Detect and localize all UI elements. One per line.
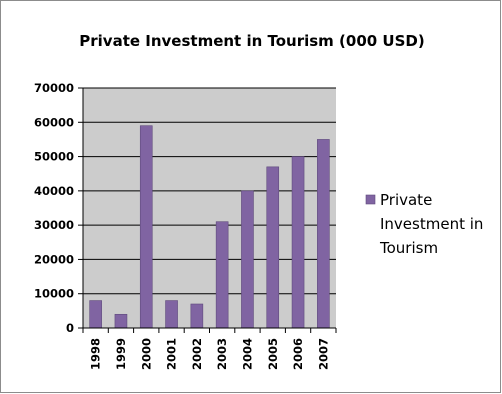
bar-2006 bbox=[291, 156, 305, 329]
x-tick-label-2002: 2002 bbox=[190, 338, 204, 370]
x-tick-label-1999: 1999 bbox=[114, 338, 128, 370]
x-tick-label-1998: 1998 bbox=[89, 338, 103, 370]
x-tick-label-2003: 2003 bbox=[215, 338, 229, 370]
bar-2003 bbox=[215, 221, 229, 329]
y-tick-label: 60000 bbox=[34, 115, 74, 129]
y-tick-label: 10000 bbox=[34, 287, 74, 301]
legend-label-line: Tourism bbox=[379, 239, 438, 257]
bar-2000 bbox=[139, 125, 153, 329]
x-tick-label-2001: 2001 bbox=[165, 338, 179, 370]
y-tick-label: 70000 bbox=[34, 81, 74, 95]
bar-2004 bbox=[241, 190, 254, 329]
x-tick-label-2005: 2005 bbox=[266, 338, 280, 370]
legend-label-line: Investment in bbox=[380, 215, 483, 233]
y-tick-label: 0 bbox=[66, 321, 74, 335]
y-tick-label: 30000 bbox=[34, 218, 74, 232]
x-tick-label-2006: 2006 bbox=[291, 338, 305, 370]
x-tick-label-2007: 2007 bbox=[316, 338, 330, 370]
bar-1998 bbox=[89, 300, 102, 329]
x-tick-label-2000: 2000 bbox=[139, 338, 153, 370]
x-tick-label-2004: 2004 bbox=[240, 338, 254, 370]
y-tick-label: 20000 bbox=[34, 252, 74, 266]
y-tick-label: 50000 bbox=[34, 150, 74, 164]
legend: Private Investment in Tourism bbox=[365, 191, 483, 257]
y-tick-label: 40000 bbox=[34, 184, 74, 198]
bar-2005 bbox=[266, 166, 280, 329]
chart-title: Private Investment in Tourism (000 USD) bbox=[79, 32, 424, 50]
plot-area: 0 10000 20000 30000 40000 50000 60000 70000 1998… bbox=[34, 81, 337, 370]
bar-2007 bbox=[317, 139, 330, 329]
legend-swatch bbox=[365, 194, 376, 205]
bar-1999 bbox=[114, 313, 128, 329]
bar-2001 bbox=[165, 300, 178, 329]
legend-label-line: Private bbox=[380, 191, 432, 209]
bar-2002 bbox=[190, 303, 204, 329]
